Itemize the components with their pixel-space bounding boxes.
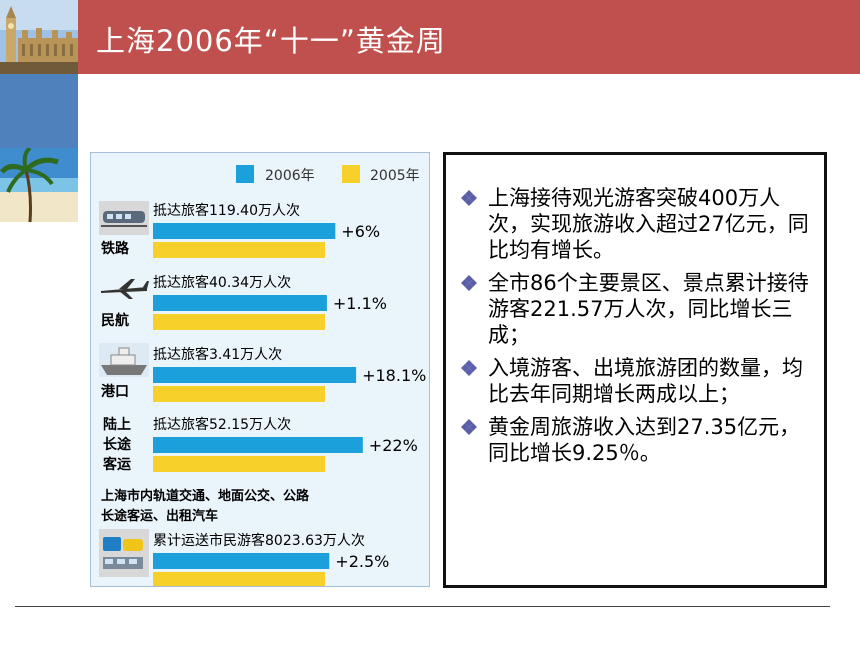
palm-beach-image xyxy=(0,148,78,222)
bullet-text: 黄金周旅游收入达到27.35亿元，同比增长9.25％。 xyxy=(488,415,801,465)
diamond-bullet-icon xyxy=(461,190,477,206)
bullet-item: 黄金周旅游收入达到27.35亿元，同比增长9.25％。 xyxy=(458,414,816,466)
title-bar: 上海2006年“十一”黄金周 xyxy=(78,0,860,74)
category-label-road-line3: 客运 xyxy=(102,456,131,473)
bar-aviation-2006 xyxy=(153,295,327,311)
footer-divider xyxy=(15,606,830,607)
bar-road-2005 xyxy=(153,456,325,472)
category-label-aviation: 民航 xyxy=(101,312,129,329)
diamond-bullet-icon xyxy=(461,419,477,435)
legend-swatch-2005 xyxy=(342,165,360,183)
diamond-bullet-icon xyxy=(461,275,477,291)
bullet-list: 上海接待观光游客突破400万人次，实现旅游收入超过27亿元，同比均有增长。 全市… xyxy=(446,155,824,466)
bar-port-2005 xyxy=(153,386,325,402)
description-railway: 抵达旅客119.40万人次 xyxy=(153,202,300,219)
bar-railway-2006 xyxy=(153,223,336,239)
category-label-port: 港口 xyxy=(101,383,129,400)
diamond-bullet-icon xyxy=(461,360,477,376)
city-skyline-image xyxy=(0,0,78,74)
bar-aviation-2005 xyxy=(153,314,325,330)
change-label-port: +18.1% xyxy=(362,366,426,385)
description-citywide: 累计运送市民游客8023.63万人次 xyxy=(153,532,365,549)
ship-icon xyxy=(99,343,149,377)
bar-citywide-2005 xyxy=(153,572,325,586)
airplane-icon xyxy=(99,271,149,305)
description-aviation: 抵达旅客40.34万人次 xyxy=(153,274,291,291)
change-label-railway: +6% xyxy=(341,222,380,241)
bar-railway-2005 xyxy=(153,242,325,258)
bullet-item: 上海接待观光游客突破400万人次，实现旅游收入超过27亿元，同比均有增长。 xyxy=(458,185,816,263)
bullet-item: 入境游客、出境旅游团的数量，均比去年同期增长两成以上； xyxy=(458,355,816,407)
change-label-aviation: +1.1% xyxy=(333,294,387,313)
legend-label-2005: 2005年 xyxy=(370,168,420,184)
bar-port-2006 xyxy=(153,367,357,383)
bullet-item: 全市86个主要景区、景点累计接待游客221.57万人次，同比增长三成； xyxy=(458,270,816,348)
note-line-2: 长途客运、出租汽车 xyxy=(101,508,218,524)
bar-road-2006 xyxy=(153,437,363,453)
category-label-road-line2: 长途 xyxy=(103,436,132,453)
bar-chart: 2006年 2005年 铁路 抵达旅客119.40万人次 +6% 民航 抵达旅客… xyxy=(99,165,426,586)
change-label-road: +22% xyxy=(369,436,418,455)
description-road: 抵达旅客52.15万人次 xyxy=(153,416,291,433)
change-label-citywide: +2.5% xyxy=(335,552,389,571)
chart-panel: 2006年 2005年 铁路 抵达旅客119.40万人次 +6% 民航 抵达旅客… xyxy=(90,152,430,587)
bullet-text: 入境游客、出境旅游团的数量，均比去年同期增长两成以上； xyxy=(488,356,803,406)
bullet-text: 全市86个主要景区、景点累计接待游客221.57万人次，同比增长三成； xyxy=(488,271,809,347)
note-line-1: 上海市内轨道交通、地面公交、公路 xyxy=(101,488,310,504)
train-icon xyxy=(99,201,149,235)
category-label-road-line1: 陆上 xyxy=(103,417,131,433)
bus-taxi-icon xyxy=(99,529,149,577)
page-title: 上海2006年“十一”黄金周 xyxy=(96,24,446,58)
legend-label-2006: 2006年 xyxy=(265,168,315,184)
bullet-text: 上海接待观光游客突破400万人次，实现旅游收入超过27亿元，同比均有增长。 xyxy=(488,186,809,262)
summary-text-box: 上海接待观光游客突破400万人次，实现旅游收入超过27亿元，同比均有增长。 全市… xyxy=(443,152,827,588)
bar-citywide-2006 xyxy=(153,553,330,569)
legend-swatch-2006 xyxy=(236,165,254,183)
category-label-railway: 铁路 xyxy=(101,240,130,257)
description-port: 抵达旅客3.41万人次 xyxy=(153,346,282,363)
